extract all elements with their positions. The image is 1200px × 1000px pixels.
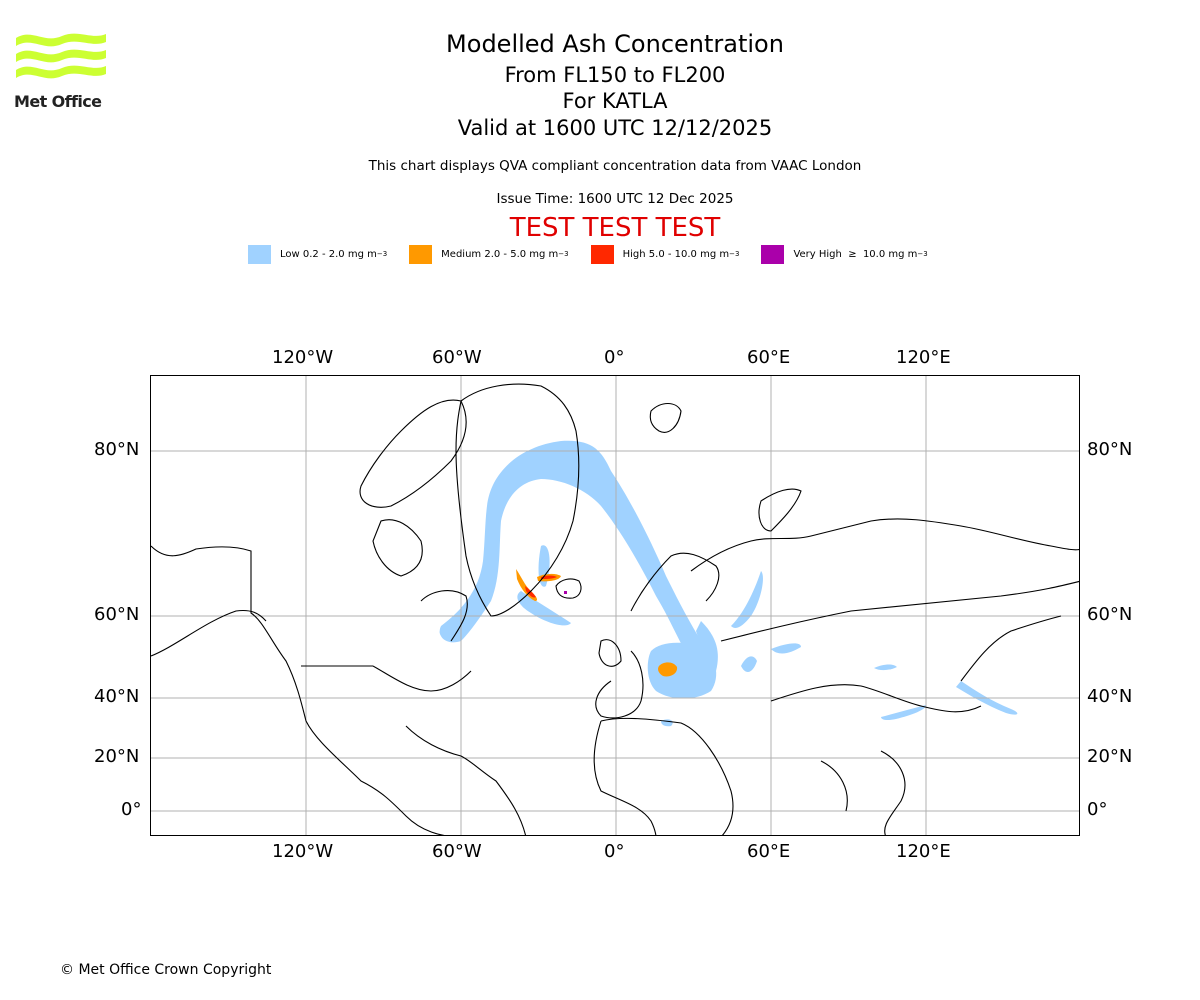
map-canvas: [151, 376, 1079, 835]
lat-tick-left: 0°: [121, 799, 142, 820]
ash-low-layer: [439, 440, 1018, 727]
ash-concentration-map: [150, 375, 1080, 836]
lat-tick-left: 80°N: [94, 439, 140, 460]
lat-tick-right: 80°N: [1087, 439, 1133, 460]
met-office-logo: Met Office: [14, 30, 108, 112]
copyright-notice: © Met Office Crown Copyright: [60, 962, 272, 978]
lon-tick-bottom: 120°E: [896, 841, 951, 862]
lat-tick-right: 40°N: [1087, 686, 1133, 707]
lon-tick-top: 120°W: [272, 347, 334, 368]
legend-label: Very High ≥ 10.0 mg m: [793, 248, 918, 260]
met-office-waves-icon: [16, 33, 106, 79]
swatch-very-high: [761, 244, 785, 264]
valid-time: Valid at 1600 UTC 12/12/2025: [457, 116, 773, 140]
lon-tick-top: 120°E: [896, 347, 951, 368]
volcano-name: For KATLA: [562, 89, 668, 113]
legend-unit: −3: [376, 250, 388, 258]
legend-label: Low 0.2 - 2.0 mg m: [280, 248, 377, 260]
legend-unit: −3: [917, 250, 928, 258]
flight-level-range: From FL150 to FL200: [504, 63, 726, 87]
gridlines: [151, 376, 1079, 835]
lon-tick-bottom: 120°W: [272, 841, 334, 862]
legend-item-medium: Medium 2.0 - 5.0 mg m −3: [409, 244, 569, 264]
lat-tick-left: 40°N: [94, 686, 140, 707]
legend-item-low: Low 0.2 - 2.0 mg m −3: [248, 244, 388, 264]
coastlines: [151, 383, 1079, 835]
concentration-legend: Low 0.2 - 2.0 mg m −3 Medium 2.0 - 5.0 mg…: [248, 244, 950, 264]
lat-tick-left: 20°N: [94, 746, 140, 767]
lat-tick-right: 60°N: [1087, 604, 1133, 625]
lat-tick-right: 20°N: [1087, 746, 1133, 767]
chart-description: This chart displays QVA compliant concen…: [368, 158, 862, 174]
lon-tick-top: 60°W: [432, 347, 482, 368]
legend-unit: −3: [558, 250, 569, 258]
test-banner: TEST TEST TEST: [509, 213, 721, 243]
swatch-high: [590, 244, 614, 264]
legend-label: High 5.0 - 10.0 mg m: [622, 248, 730, 260]
lat-tick-left: 60°N: [94, 604, 140, 625]
lon-tick-bottom: 60°E: [747, 841, 791, 862]
lat-tick-right: 0°: [1087, 799, 1108, 820]
swatch-medium: [409, 244, 433, 264]
legend-unit: −3: [729, 250, 740, 258]
lon-tick-top: 0°: [604, 347, 625, 368]
legend-item-high: High 5.0 - 10.0 mg m −3: [590, 244, 740, 264]
logo-text: Met Office: [14, 92, 102, 111]
legend-label: Medium 2.0 - 5.0 mg m: [441, 248, 559, 260]
lon-tick-bottom: 0°: [604, 841, 625, 862]
legend-item-very-high: Very High ≥ 10.0 mg m −3: [761, 244, 928, 264]
swatch-low: [248, 244, 271, 264]
lon-tick-bottom: 60°W: [432, 841, 482, 862]
lon-tick-top: 60°E: [747, 347, 791, 368]
chart-title: Modelled Ash Concentration: [446, 30, 784, 58]
issue-time: Issue Time: 1600 UTC 12 Dec 2025: [496, 191, 734, 207]
ash-very-high-layer: [564, 591, 567, 594]
